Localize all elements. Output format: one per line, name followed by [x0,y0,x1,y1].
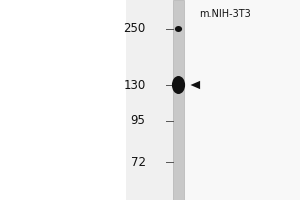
Bar [184,0,300,200]
Polygon shape [190,81,200,89]
Text: 250: 250 [123,22,146,36]
Bar [173,0,184,200]
Text: 130: 130 [123,79,146,92]
Text: 95: 95 [130,114,146,128]
Text: 72: 72 [130,156,146,168]
Ellipse shape [172,76,185,94]
Bar [126,0,300,200]
Ellipse shape [175,26,182,32]
Text: m.NIH-3T3: m.NIH-3T3 [199,9,251,19]
